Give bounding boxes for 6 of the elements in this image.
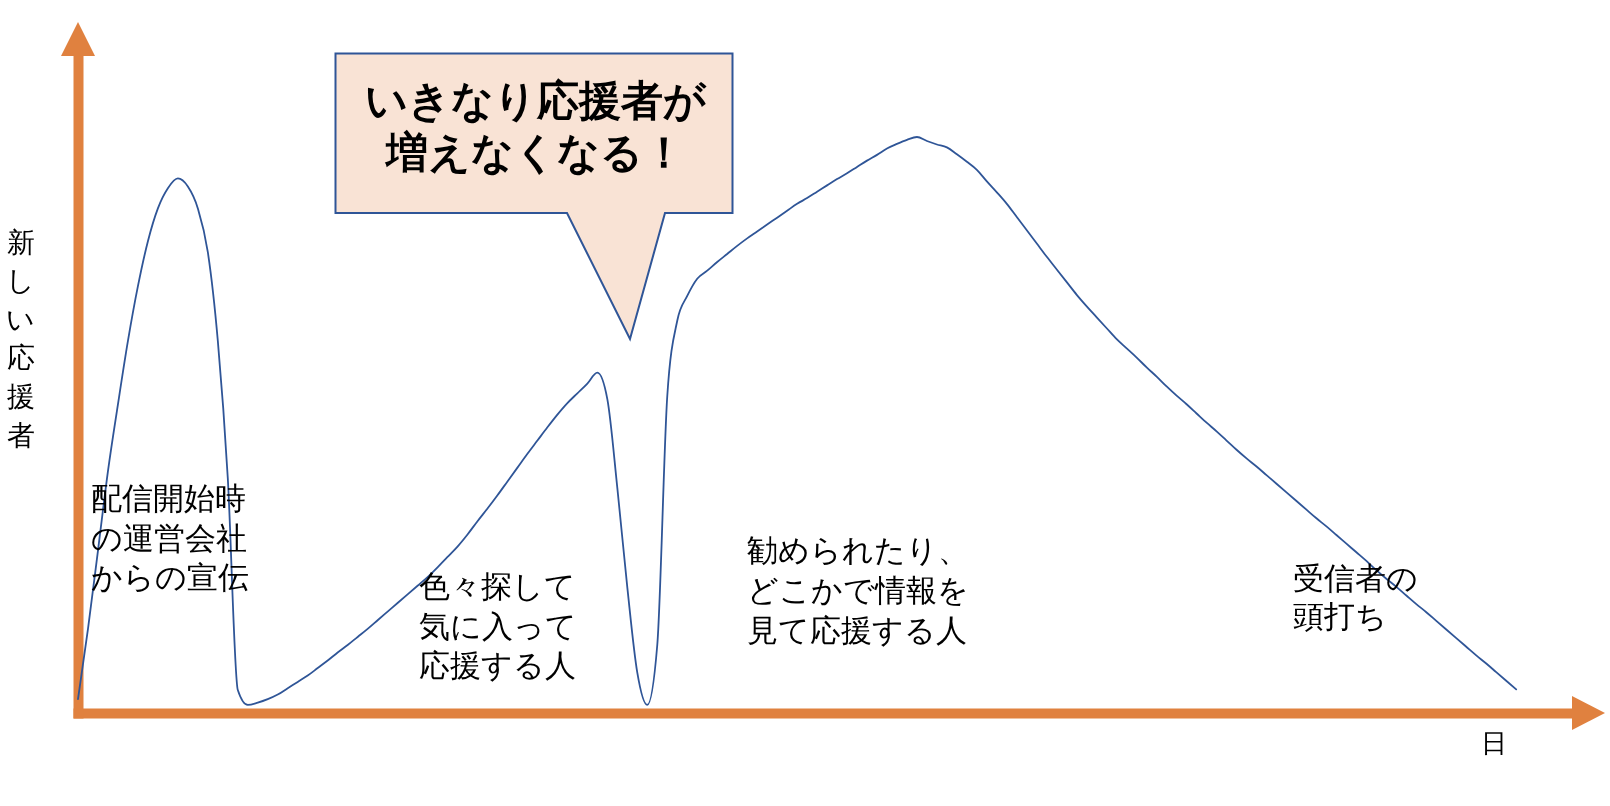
annotation: いきなり応援者が増えなくなる！ [364, 77, 707, 176]
annotation: 色々探して気に入って応援する人 [419, 569, 577, 683]
y-axis-title: 新しい応援者 [6, 226, 35, 451]
x-axis-title: 日 [1480, 727, 1507, 758]
annotation: 受信者の頭打ち [1293, 561, 1418, 634]
annotation: 勧められたり、どこかで情報を見て応援する人 [747, 533, 969, 648]
